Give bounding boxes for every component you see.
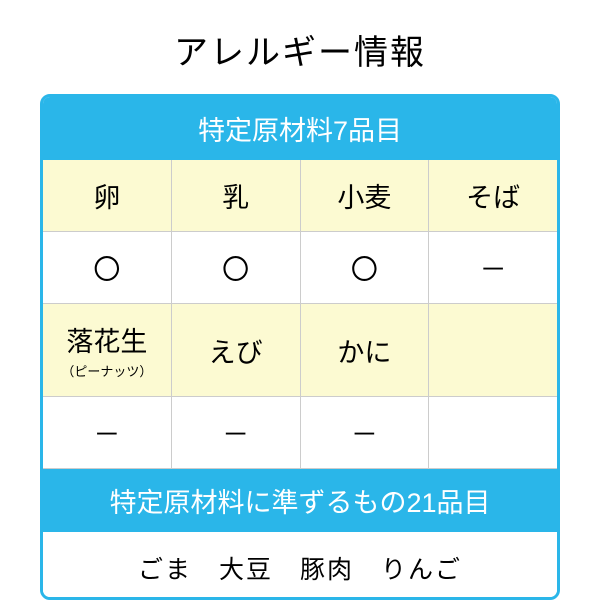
value-wheat: 〇: [301, 232, 430, 304]
page-title: アレルギー情報: [174, 25, 426, 74]
section1-header: 特定原材料7品目: [43, 97, 557, 160]
section2-content: ごま 大豆 豚肉 りんご: [43, 532, 557, 600]
label-peanut: 落花生 （ピーナッツ）: [43, 304, 172, 397]
value-soba: －: [429, 232, 557, 304]
label-crab: かに: [301, 304, 430, 397]
section2-header: 特定原材料に準ずるもの21品目: [43, 469, 557, 532]
value-shrimp: －: [172, 397, 301, 469]
label-shrimp: えび: [172, 304, 301, 397]
label-milk: 乳: [172, 160, 301, 232]
label-soba: そば: [429, 160, 557, 232]
row2-values: － － －: [43, 397, 557, 469]
sublabel-peanut: （ピーナッツ）: [61, 361, 152, 380]
label-empty: [429, 304, 557, 397]
allergen-table: 特定原材料7品目 卵 乳 小麦 そば 〇 〇 〇 － 落花生 （ピーナッツ） え…: [40, 94, 560, 600]
value-milk: 〇: [172, 232, 301, 304]
value-egg: 〇: [43, 232, 172, 304]
row1-values: 〇 〇 〇 －: [43, 232, 557, 304]
row1-labels: 卵 乳 小麦 そば: [43, 160, 557, 232]
value-peanut: －: [43, 397, 172, 469]
label-wheat: 小麦: [301, 160, 430, 232]
value-empty: [429, 397, 557, 469]
value-crab: －: [301, 397, 430, 469]
label-egg: 卵: [43, 160, 172, 232]
row2-labels: 落花生 （ピーナッツ） えび かに: [43, 304, 557, 397]
